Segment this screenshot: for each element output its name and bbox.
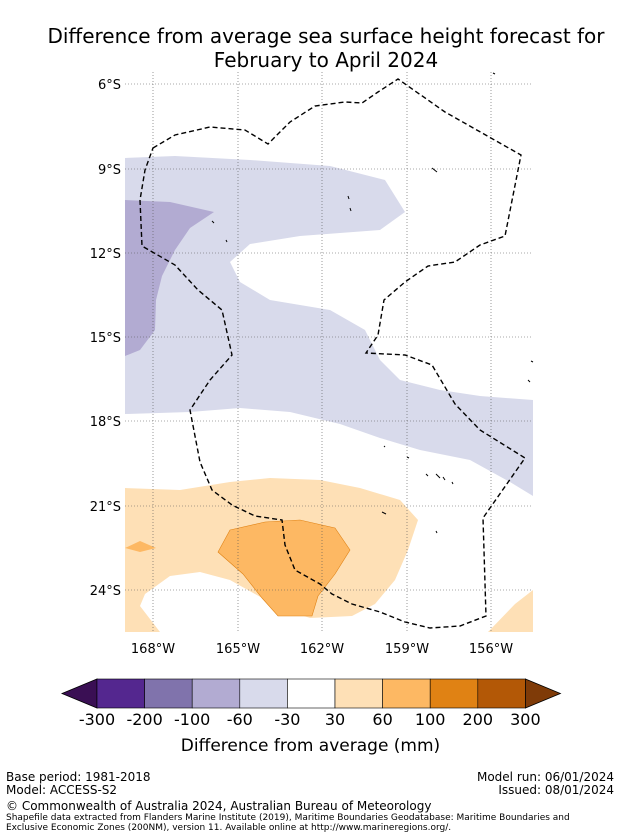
contour-fill-pos-light-se [488, 590, 533, 632]
shapefile-credit-1: Shapefile data extracted from Flanders M… [6, 813, 570, 823]
lat-label: 12°S [90, 247, 121, 262]
lon-label: 162°W [300, 642, 344, 657]
colorbar-bin [382, 678, 431, 709]
colorbar-bin [144, 678, 193, 709]
lat-label: 24°S [90, 584, 121, 599]
model-run: Model run: 06/01/2024 [476, 770, 614, 784]
lat-labels: 6°S 9°S 12°S 15°S 18°S 21°S 24°S [90, 78, 121, 599]
colorbar: -300 -200 -100 -60 -30 30 60 100 200 300 [60, 678, 562, 729]
lon-label: 168°W [131, 642, 175, 657]
island [383, 445, 386, 448]
lat-label: 18°S [90, 415, 121, 430]
lat-label: 9°S [98, 163, 121, 178]
island [492, 72, 496, 75]
island [211, 220, 215, 224]
colorbar-tick-label: -300 [79, 710, 115, 729]
map-panel: 6°S 9°S 12°S 15°S 18°S 21°S 24°S 168°W 1… [90, 72, 534, 657]
island [347, 195, 350, 200]
lat-label: 21°S [90, 500, 121, 515]
chart-title: Difference from average sea surface heig… [0, 24, 621, 72]
copyright: © Commonwealth of Australia 2024, Austra… [6, 799, 432, 813]
shapefile-credit-2: Exclusive Economic Zones (200NM), versio… [6, 823, 452, 833]
colorbar-tick-label: 100 [415, 710, 446, 729]
colorbar-bin [239, 678, 288, 709]
island [425, 473, 429, 477]
model-name: Model: ACCESS-S2 [6, 783, 118, 797]
island [225, 239, 228, 243]
colorbar-tick-label: -100 [174, 710, 210, 729]
lon-label: 165°W [216, 642, 260, 657]
eez-boundary [139, 78, 526, 629]
colorbar-tick-label: -200 [126, 710, 162, 729]
colorbar-bin [287, 678, 336, 709]
colorbar-tick-label: 200 [463, 710, 494, 729]
lon-labels: 168°W 165°W 162°W 159°W 156°W [131, 642, 513, 657]
island [349, 207, 352, 212]
colorbar-tick-label: 30 [325, 710, 345, 729]
title-line-2: February to April 2024 [213, 48, 439, 72]
lat-label: 15°S [90, 331, 121, 346]
colorbar-under-arrow [60, 678, 98, 709]
contour-fill-pos-mid-small [125, 541, 156, 552]
island [381, 511, 387, 515]
lon-label: 156°W [469, 642, 513, 657]
title-line-1: Difference from average sea surface heig… [47, 24, 605, 48]
gridlines [125, 72, 533, 632]
colorbar-bin [334, 678, 383, 709]
colorbar-bin [96, 678, 145, 709]
colorbar-tick-label: -60 [227, 710, 253, 729]
colorbar-bin [477, 678, 526, 709]
contour-fill-neg-mid [125, 200, 214, 356]
colorbar-tick-label: -30 [274, 710, 300, 729]
island [530, 360, 534, 363]
island [431, 167, 438, 173]
colorbar-tick-labels: -300 -200 -100 -60 -30 30 60 100 200 300 [79, 710, 541, 729]
colorbar-bin [191, 678, 241, 709]
island [527, 379, 531, 383]
island [451, 481, 454, 485]
colorbar-bin [429, 678, 479, 709]
base-period: Base period: 1981-2018 [6, 770, 151, 784]
colorbar-bins [60, 678, 562, 709]
colorbar-tick-label: 300 [510, 710, 541, 729]
colorbar-tick-label: 60 [372, 710, 392, 729]
island [406, 456, 410, 459]
island [435, 530, 438, 534]
colorbar-over-arrow [525, 678, 562, 709]
issued-date: Issued: 08/01/2024 [498, 783, 614, 797]
island [435, 473, 441, 479]
colorbar-title: Difference from average (mm) [180, 736, 441, 756]
lon-label: 159°W [385, 642, 429, 657]
contour-fill-pos-mid [217, 519, 351, 617]
island [442, 476, 446, 481]
islands [211, 72, 534, 534]
lat-label: 6°S [98, 78, 121, 93]
